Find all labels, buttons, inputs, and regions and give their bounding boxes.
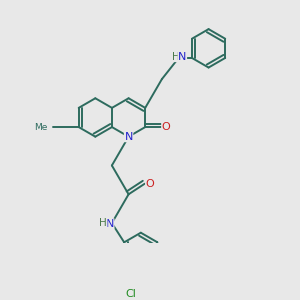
- Text: N: N: [106, 219, 114, 229]
- Text: N: N: [178, 52, 187, 62]
- Text: H: H: [172, 52, 179, 61]
- Text: Cl: Cl: [126, 289, 136, 299]
- Text: H: H: [99, 218, 107, 228]
- Text: O: O: [162, 122, 170, 132]
- Text: O: O: [146, 179, 154, 189]
- Text: N: N: [124, 132, 133, 142]
- Text: Me: Me: [34, 123, 47, 132]
